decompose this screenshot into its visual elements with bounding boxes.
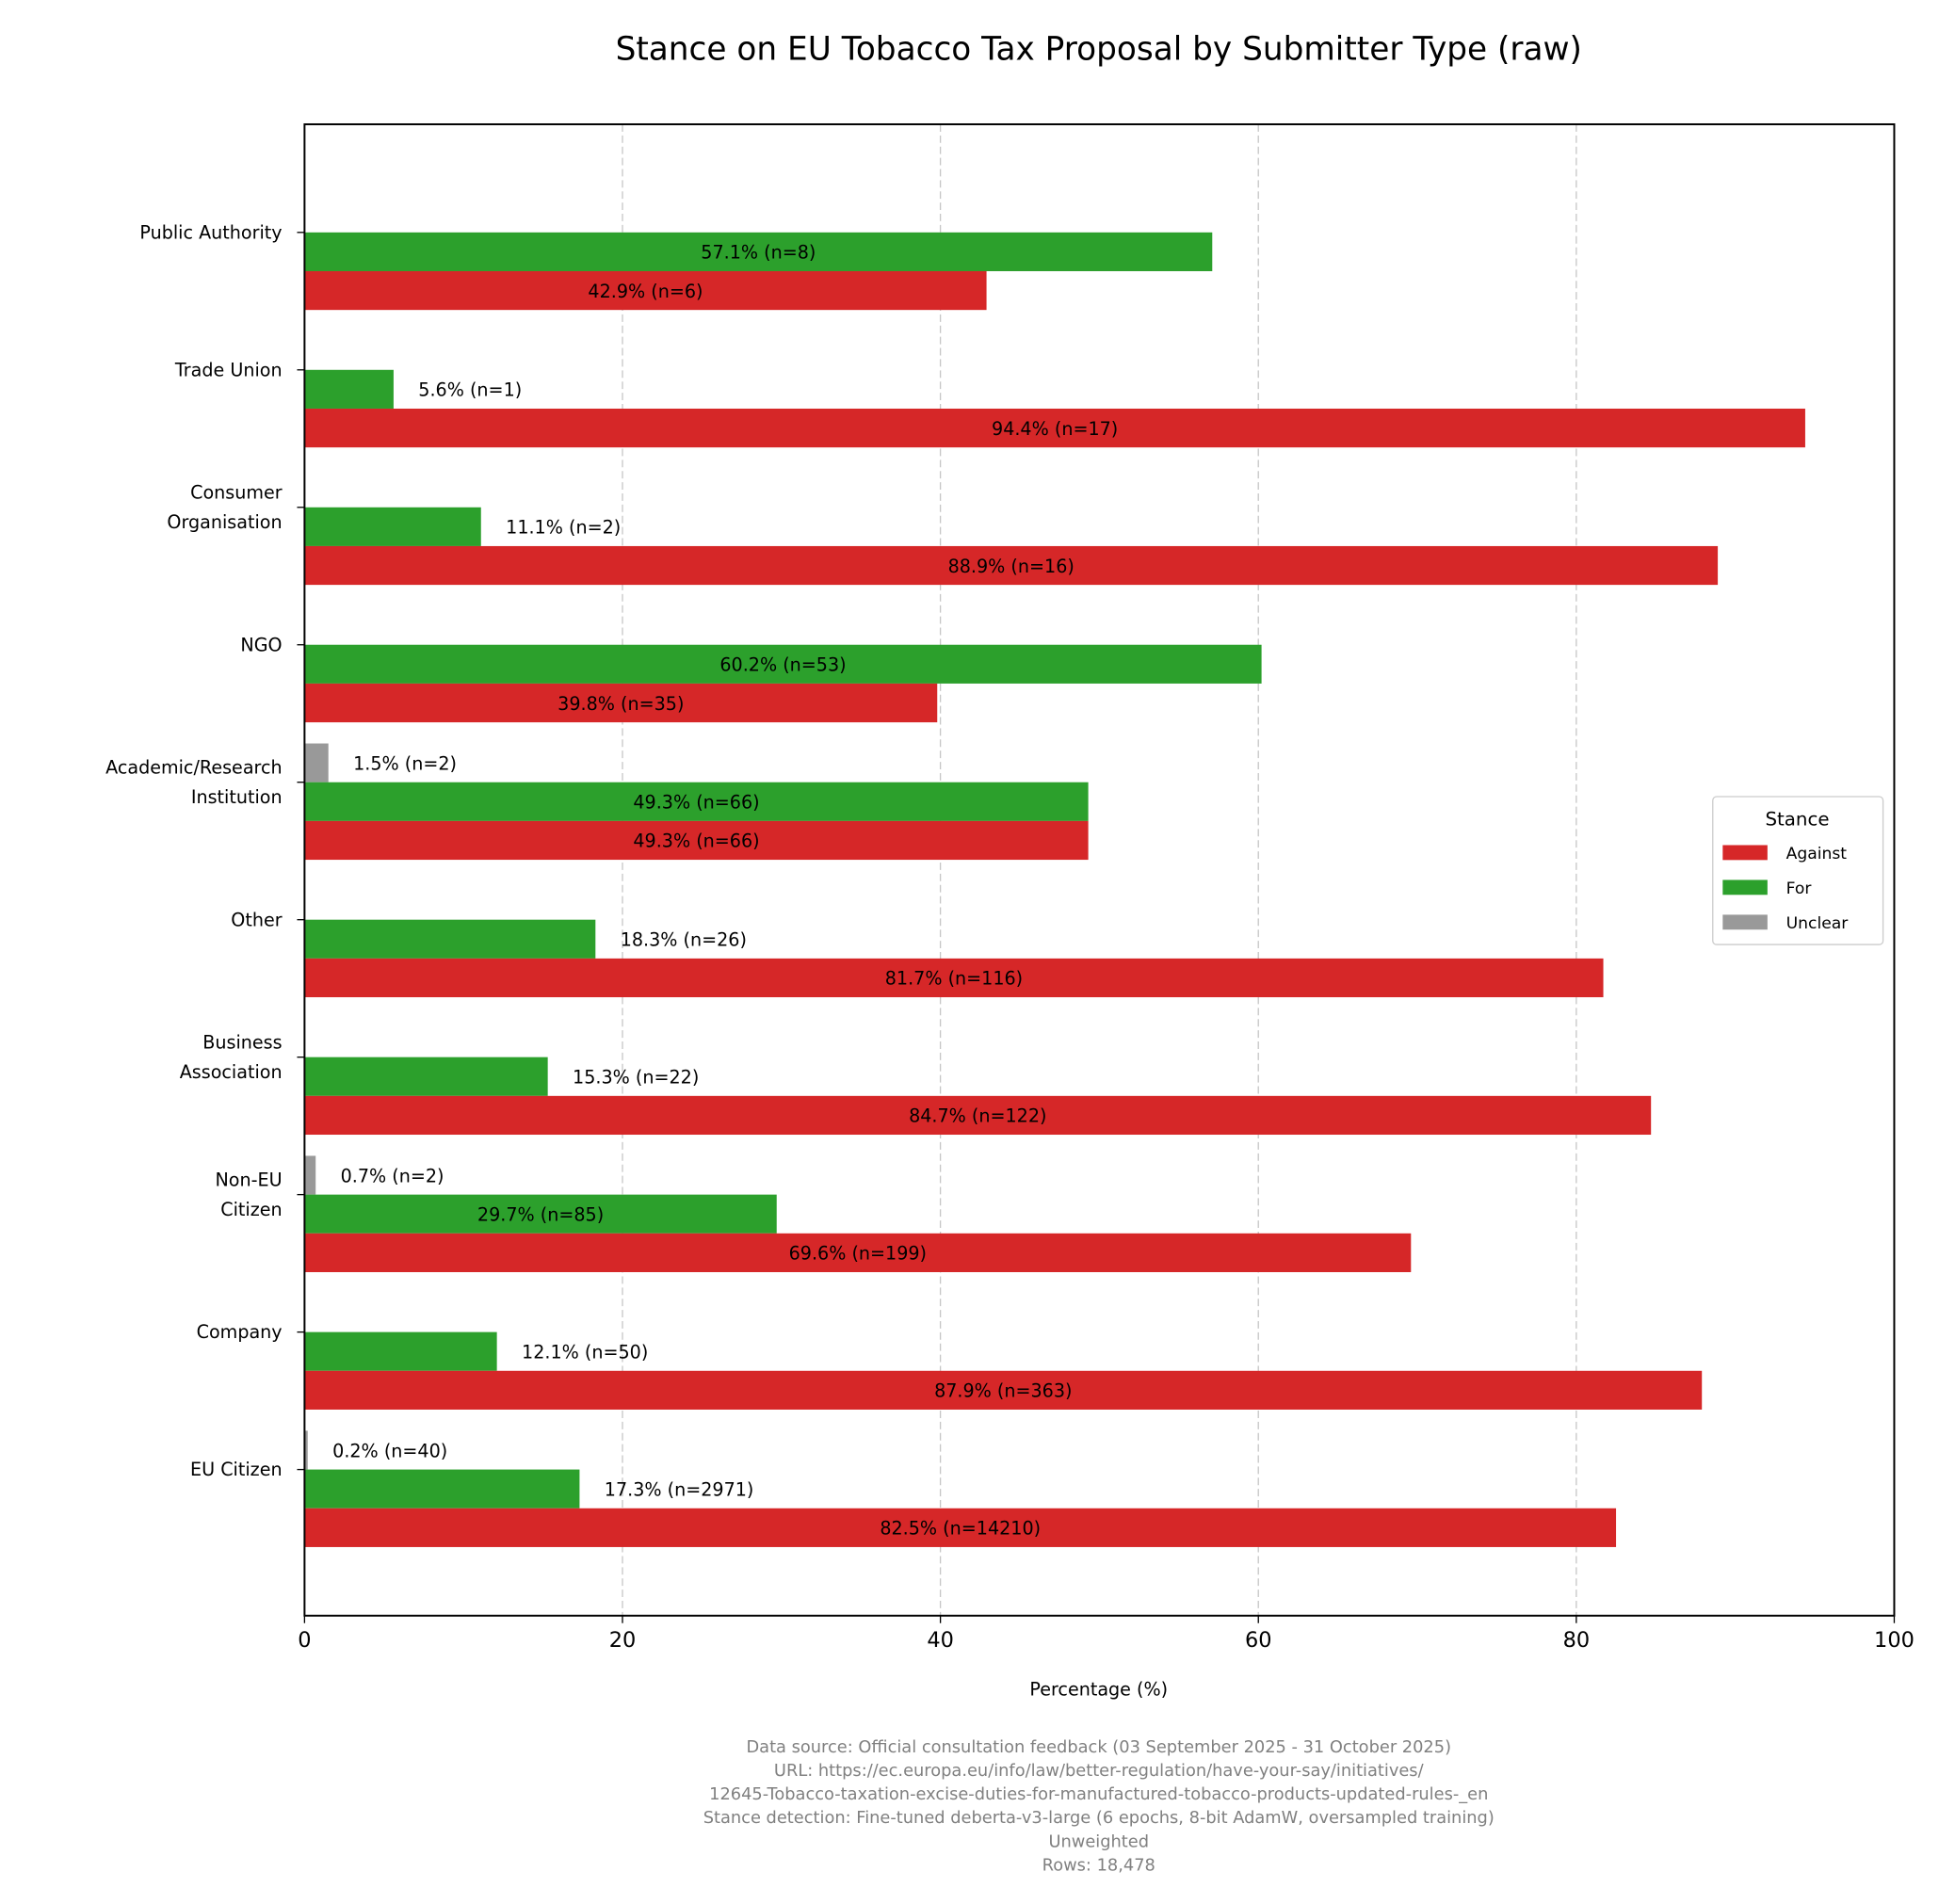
bar-against <box>304 1370 1703 1410</box>
y-tick-label: EU Citizen <box>190 1459 283 1480</box>
bar-value-label: 69.6% (n=199) <box>789 1243 927 1265</box>
legend-swatch-against <box>1722 845 1768 861</box>
x-tick-label: 80 <box>1563 1628 1591 1653</box>
bar-unclear <box>304 1430 308 1470</box>
bar-unclear <box>304 743 329 783</box>
y-tick-label: Public Authority <box>139 221 282 243</box>
bar-value-label: 18.3% (n=26) <box>621 929 747 951</box>
bar-for <box>304 507 481 546</box>
bar-value-label: 1.5% (n=2) <box>353 752 457 774</box>
bar-value-label: 17.3% (n=2971) <box>605 1478 754 1500</box>
bar-value-label: 11.1% (n=2) <box>506 517 621 539</box>
bar-against <box>304 408 1805 448</box>
bar-for <box>304 644 1262 684</box>
bar-against <box>304 1508 1617 1547</box>
bar-for <box>304 1469 580 1509</box>
y-tick-label: Non-EU <box>216 1169 283 1190</box>
bar-for <box>304 782 1089 821</box>
y-tick-label: Trade Union <box>174 359 283 380</box>
bar-value-label: 39.8% (n=35) <box>557 693 684 715</box>
bar-value-label: 5.6% (n=1) <box>418 379 522 401</box>
bar-value-label: 57.1% (n=8) <box>701 242 816 264</box>
y-tick-label: Company <box>197 1321 283 1343</box>
x-tick-label: 40 <box>927 1628 954 1653</box>
y-tick-label: Academic/Research <box>105 756 283 778</box>
footer-note: Stance detection: Fine-tuned deberta-v3-… <box>703 1808 1495 1828</box>
chart-title: Stance on EU Tobacco Tax Proposal by Sub… <box>616 30 1582 68</box>
bar-unclear <box>304 1155 316 1195</box>
footer-note: Data source: Official consultation feedb… <box>746 1737 1451 1757</box>
bar-against <box>304 270 987 311</box>
y-tick-label: Organisation <box>167 511 282 533</box>
legend: Stance Against For Unclear <box>1712 796 1884 945</box>
x-tick-label: 20 <box>609 1628 637 1653</box>
y-tick-label: Association <box>180 1061 283 1083</box>
bar-against <box>304 1233 1412 1272</box>
bar-value-label: 29.7% (n=85) <box>477 1203 604 1225</box>
y-tick-label: Citizen <box>220 1199 282 1220</box>
x-axis-label: Percentage (%) <box>1029 1678 1168 1700</box>
bar-value-label: 94.4% (n=17) <box>992 418 1118 440</box>
y-tick-label: NGO <box>240 634 282 655</box>
legend-label: Against <box>1786 845 1848 863</box>
bar-value-label: 0.2% (n=40) <box>332 1440 447 1461</box>
bar-against <box>304 958 1604 998</box>
bar-value-label: 82.5% (n=14210) <box>880 1518 1041 1540</box>
footer-note: 12645-Tobacco-taxation-excise-duties-for… <box>709 1784 1488 1804</box>
bar-value-label: 88.9% (n=16) <box>948 556 1075 577</box>
x-tick-label: 60 <box>1245 1628 1272 1653</box>
bar-value-label: 12.1% (n=50) <box>522 1341 648 1363</box>
y-tick-label: Business <box>202 1031 282 1053</box>
footer-note: URL: https://ec.europa.eu/info/law/bette… <box>774 1761 1424 1781</box>
bar-value-label: 87.9% (n=363) <box>934 1380 1072 1402</box>
bar-against <box>304 683 938 723</box>
bar-value-label: 84.7% (n=122) <box>909 1105 1046 1127</box>
bar-for <box>304 1331 497 1371</box>
plot-frame <box>303 122 1896 1617</box>
bar-value-label: 81.7% (n=116) <box>885 968 1023 990</box>
x-tick-label: 100 <box>1874 1628 1915 1653</box>
bar-value-label: 49.3% (n=66) <box>633 792 759 814</box>
bar-for <box>304 1057 548 1096</box>
y-tick-label: Consumer <box>190 482 283 504</box>
bar-for <box>304 369 394 409</box>
bar-value-label: 60.2% (n=53) <box>719 654 846 676</box>
y-tick-label: Other <box>231 909 282 930</box>
bar-against <box>304 1095 1652 1136</box>
bar-for <box>304 232 1213 271</box>
bar-against <box>304 545 1719 586</box>
x-tick-label: 0 <box>298 1628 311 1653</box>
footer-note: Unweighted <box>1048 1831 1149 1851</box>
bar-for <box>304 919 596 959</box>
bar-value-label: 15.3% (n=22) <box>573 1067 699 1089</box>
bar-value-label: 49.3% (n=66) <box>633 831 759 852</box>
legend-box <box>1712 796 1884 945</box>
legend-title: Stance <box>1766 808 1830 830</box>
y-tick-label: Institution <box>191 786 283 808</box>
legend-label: Unclear <box>1786 914 1850 933</box>
footer-note: Rows: 18,478 <box>1042 1855 1155 1875</box>
legend-swatch-for <box>1722 879 1768 896</box>
bar-for <box>304 1194 777 1234</box>
bar-value-label: 0.7% (n=2) <box>341 1165 444 1186</box>
legend-label: For <box>1786 879 1813 898</box>
legend-swatch-unclear <box>1722 914 1768 930</box>
bar-against <box>304 820 1089 861</box>
bar-value-label: 42.9% (n=6) <box>588 281 703 302</box>
